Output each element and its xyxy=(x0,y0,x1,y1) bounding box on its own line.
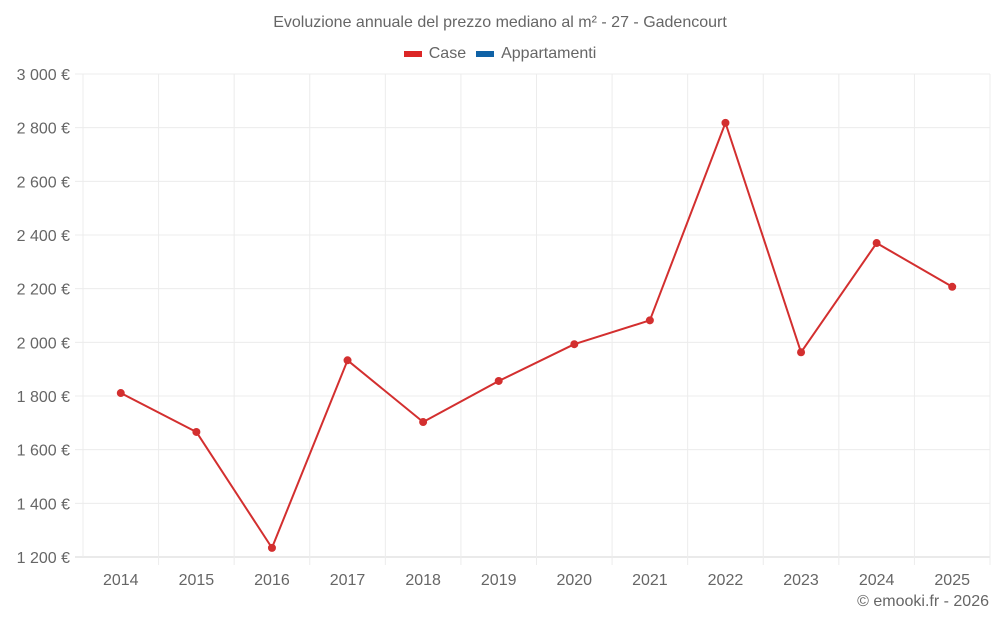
data-point[interactable] xyxy=(192,427,201,436)
data-point[interactable] xyxy=(645,316,654,325)
legend-swatch-case xyxy=(403,51,422,57)
data-point[interactable] xyxy=(343,356,352,365)
data-point[interactable] xyxy=(419,418,428,427)
series-line xyxy=(120,121,953,549)
y-tick-label: 1 800 € xyxy=(17,389,70,406)
x-tick-label: 2023 xyxy=(783,572,819,589)
y-tick-label: 1 600 € xyxy=(17,443,70,460)
x-tick-label: 2025 xyxy=(934,572,970,589)
legend-swatch-appartamenti xyxy=(476,51,495,57)
legend-item-appartamenti[interactable]: Appartamenti xyxy=(476,45,596,63)
data-point[interactable] xyxy=(494,376,503,385)
chart-title: Evoluzione annuale del prezzo mediano al… xyxy=(273,14,727,31)
legend-item-case[interactable]: Case xyxy=(403,45,467,63)
chart-legend: Case Appartamenti xyxy=(0,45,1000,63)
data-point[interactable] xyxy=(116,389,125,398)
data-point[interactable] xyxy=(872,239,881,248)
legend-label-appartamenti: Appartamenti xyxy=(501,45,597,62)
y-tick-label: 1 400 € xyxy=(17,496,70,513)
x-axis: 2014 2015 2016 2017 2018 2019 2020 2021 2022 2023… xyxy=(103,572,970,589)
y-tick-label: 3 000 € xyxy=(17,67,70,84)
copyright-credit: © emooki.fr - 2026 xyxy=(857,593,989,610)
x-tick-label: 2021 xyxy=(632,572,668,589)
y-tick-label: 2 600 € xyxy=(17,174,70,191)
y-tick-label: 2 800 € xyxy=(17,121,70,138)
data-point[interactable] xyxy=(721,118,730,127)
x-tick-label: 2016 xyxy=(254,572,290,589)
y-tick-label: 2 000 € xyxy=(17,335,70,352)
x-tick-label: 2022 xyxy=(708,572,744,589)
x-tick-label: 2020 xyxy=(556,572,592,589)
chart-grid xyxy=(75,73,991,565)
series-case[interactable] xyxy=(116,118,957,552)
y-tick-label: 2 200 € xyxy=(17,282,70,299)
y-axis: 1 200 € 1 400 € 1 600 € 1 800 € 2 000 € 2 200… xyxy=(17,67,70,567)
x-tick-label: 2019 xyxy=(481,572,517,589)
x-tick-label: 2024 xyxy=(859,572,895,589)
x-tick-label: 2015 xyxy=(179,572,215,589)
data-point[interactable] xyxy=(267,543,276,552)
x-tick-label: 2017 xyxy=(330,572,366,589)
data-point[interactable] xyxy=(797,348,806,357)
x-tick-label: 2014 xyxy=(103,572,139,589)
y-tick-label: 1 200 € xyxy=(17,550,70,567)
data-point[interactable] xyxy=(570,340,579,349)
y-tick-label: 2 400 € xyxy=(17,228,70,245)
legend-label-case: Case xyxy=(428,45,467,62)
x-tick-label: 2018 xyxy=(405,572,441,589)
data-point[interactable] xyxy=(948,282,957,291)
